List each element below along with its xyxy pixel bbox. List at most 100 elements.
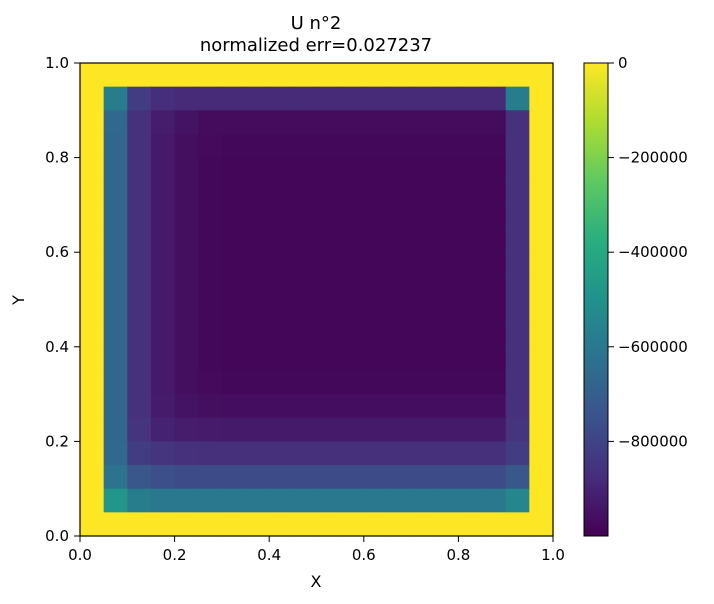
heatmap-cell bbox=[340, 63, 365, 88]
heatmap-cell bbox=[505, 512, 530, 537]
heatmap-cell bbox=[316, 465, 341, 490]
heatmap-cell bbox=[245, 252, 270, 277]
heatmap-cell bbox=[80, 63, 105, 88]
heatmap-cell bbox=[198, 204, 223, 230]
heatmap-cell bbox=[363, 417, 389, 442]
heatmap-cell bbox=[482, 441, 507, 466]
heatmap-cell bbox=[174, 86, 199, 111]
heatmap-cell bbox=[458, 275, 483, 301]
heatmap-cell bbox=[316, 63, 341, 88]
heatmap-cell bbox=[80, 252, 105, 277]
heatmap-cell bbox=[245, 86, 270, 111]
heatmap-cell bbox=[150, 157, 176, 182]
heatmap-cell bbox=[387, 299, 412, 324]
heatmap-cell bbox=[340, 512, 365, 537]
y-tick-label: 0.8 bbox=[45, 149, 69, 167]
heatmap-cell bbox=[387, 441, 412, 466]
heatmap-cell bbox=[434, 370, 459, 395]
heatmap-cell bbox=[434, 275, 459, 301]
heatmap-cell bbox=[458, 441, 483, 466]
heatmap-cell bbox=[269, 299, 294, 324]
heatmap-cell bbox=[127, 488, 152, 513]
heatmap-cell bbox=[80, 157, 105, 182]
heatmap-cell bbox=[316, 204, 341, 230]
heatmap-cell bbox=[363, 157, 389, 182]
heatmap-cell bbox=[458, 394, 483, 419]
heatmap-cell bbox=[387, 63, 412, 88]
heatmap-cell bbox=[458, 181, 483, 206]
heatmap-cell bbox=[434, 181, 459, 206]
heatmap-cell bbox=[482, 488, 507, 513]
heatmap-cell bbox=[387, 323, 412, 348]
heatmap-cell bbox=[363, 275, 389, 301]
heatmap-cell bbox=[269, 323, 294, 348]
heatmap-cell bbox=[482, 299, 507, 324]
heatmap-cell bbox=[363, 252, 389, 277]
heatmap-cell bbox=[80, 110, 105, 135]
heatmap-cell bbox=[245, 346, 270, 372]
heatmap-cell bbox=[221, 204, 247, 230]
y-axis: 0.0 0.2 0.4 0.6 0.8 1.0 bbox=[45, 54, 80, 545]
heatmap-cell bbox=[434, 63, 459, 88]
heatmap-cell bbox=[269, 228, 294, 253]
heatmap-cell bbox=[245, 512, 270, 537]
heatmap-cell bbox=[458, 417, 483, 442]
heatmap-cell bbox=[387, 252, 412, 277]
heatmap-cell bbox=[198, 110, 223, 135]
heatmap-cell bbox=[411, 488, 436, 513]
heatmap-cell bbox=[269, 63, 294, 88]
heatmap-cell bbox=[292, 465, 318, 490]
heatmap-cell bbox=[458, 488, 483, 513]
heatmap-cell bbox=[103, 110, 128, 135]
heatmap-cell bbox=[340, 86, 365, 111]
heatmap-cell bbox=[103, 394, 128, 419]
heatmap-cell bbox=[411, 204, 436, 230]
heatmap-cell bbox=[340, 275, 365, 301]
heatmap-cell bbox=[340, 465, 365, 490]
heatmap-cell bbox=[316, 133, 341, 159]
heatmap-cell bbox=[198, 63, 223, 88]
heatmap-cell bbox=[529, 181, 554, 206]
heatmap-cell bbox=[245, 370, 270, 395]
heatmap-cell bbox=[127, 228, 152, 253]
heatmap-cell bbox=[103, 512, 128, 537]
heatmap-cell bbox=[529, 157, 554, 182]
heatmap-cell bbox=[458, 323, 483, 348]
heatmap-cell bbox=[221, 465, 247, 490]
heatmap-cell bbox=[269, 346, 294, 372]
heatmap-cell bbox=[411, 181, 436, 206]
heatmap-cell bbox=[387, 370, 412, 395]
heatmap-cell bbox=[198, 252, 223, 277]
heatmap-cell bbox=[505, 299, 530, 324]
heatmap-cell bbox=[505, 133, 530, 159]
heatmap-cell bbox=[340, 488, 365, 513]
heatmap-cell bbox=[482, 204, 507, 230]
heatmap-cell bbox=[198, 512, 223, 537]
heatmap-cell bbox=[198, 465, 223, 490]
heatmap-cell bbox=[529, 299, 554, 324]
heatmap-cell bbox=[411, 86, 436, 111]
heatmap-cell bbox=[292, 133, 318, 159]
heatmap-cell bbox=[458, 110, 483, 135]
heatmap-cell bbox=[411, 370, 436, 395]
heatmap-cell bbox=[505, 228, 530, 253]
heatmap-cell bbox=[434, 204, 459, 230]
heatmap-cell bbox=[316, 346, 341, 372]
heatmap-cell bbox=[482, 370, 507, 395]
heatmap-cell bbox=[103, 228, 128, 253]
heatmap-cell bbox=[150, 63, 176, 88]
heatmap-cell bbox=[363, 228, 389, 253]
heatmap-cell bbox=[269, 512, 294, 537]
heatmap-cell bbox=[363, 181, 389, 206]
heatmap-cell bbox=[505, 488, 530, 513]
heatmap-cell bbox=[316, 370, 341, 395]
heatmap-cell bbox=[411, 133, 436, 159]
heatmap-cell bbox=[292, 346, 318, 372]
heatmap-cell bbox=[458, 512, 483, 537]
heatmap-cell bbox=[80, 86, 105, 111]
heatmap-cell bbox=[363, 86, 389, 111]
heatmap-cell bbox=[221, 299, 247, 324]
heatmap-cell bbox=[340, 110, 365, 135]
colorbar-tick-label: −400000 bbox=[618, 243, 688, 261]
heatmap-cell bbox=[150, 275, 176, 301]
